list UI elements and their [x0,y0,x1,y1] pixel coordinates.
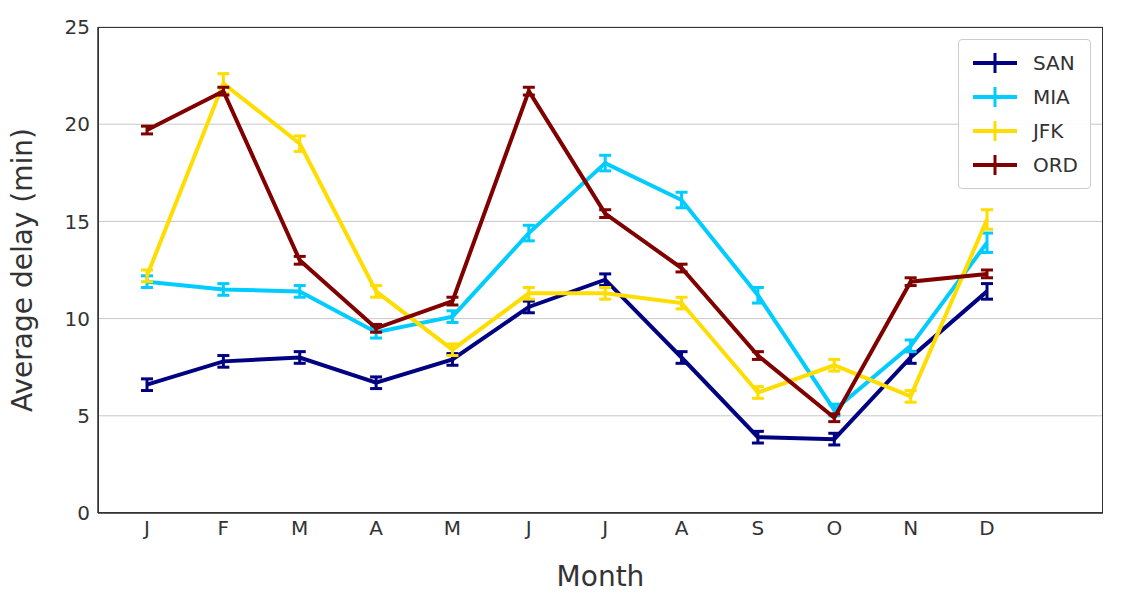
svg-text:25: 25 [65,15,90,39]
html-text:ORD: ORD [1033,153,1078,177]
svg-text:5: 5 [77,404,90,428]
svg-text:D: D [979,516,994,540]
html-text:JFK: JFK [1033,119,1064,143]
svg-text:A: A [369,516,383,540]
svg-text:10: 10 [65,307,90,331]
svg-text:J: J [600,516,608,540]
svg-text:F: F [218,516,230,540]
svg-text:J: J [142,516,150,540]
svg-text:M: M [291,516,308,540]
svg-text:J: J [524,516,532,540]
html-text:SAN: SAN [1033,51,1075,75]
html-text:MIA: MIA [1033,85,1070,109]
svg-text:Month: Month [557,560,645,593]
svg-text:M: M [444,516,461,540]
svg-text:15: 15 [65,210,90,234]
svg-text:20: 20 [65,112,90,136]
svg-text:A: A [675,516,689,540]
svg-text:O: O [826,516,842,540]
svg-text:N: N [903,516,918,540]
svg-text:S: S [752,516,765,540]
svg-text:Average delay (min): Average delay (min) [8,128,39,412]
svg-text:0: 0 [77,501,90,525]
